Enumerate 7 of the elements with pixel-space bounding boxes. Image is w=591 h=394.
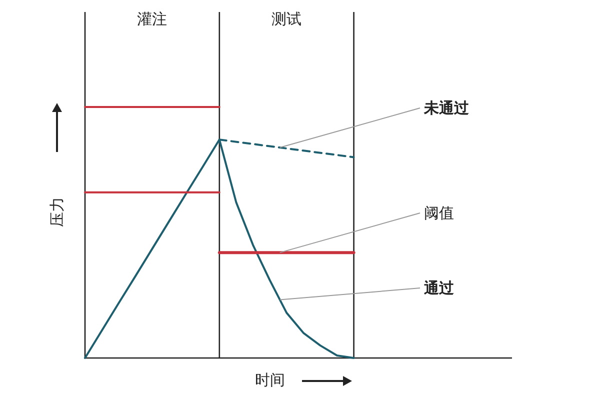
text: 测试 [272, 10, 302, 28]
x-axis-title: 时间 [255, 371, 285, 389]
text: 未通过 [423, 99, 470, 117]
y-axis-title: 压力 [48, 197, 66, 227]
text: 阈值 [424, 204, 454, 222]
text: 通过 [423, 279, 455, 297]
text: 灌注 [137, 10, 168, 28]
